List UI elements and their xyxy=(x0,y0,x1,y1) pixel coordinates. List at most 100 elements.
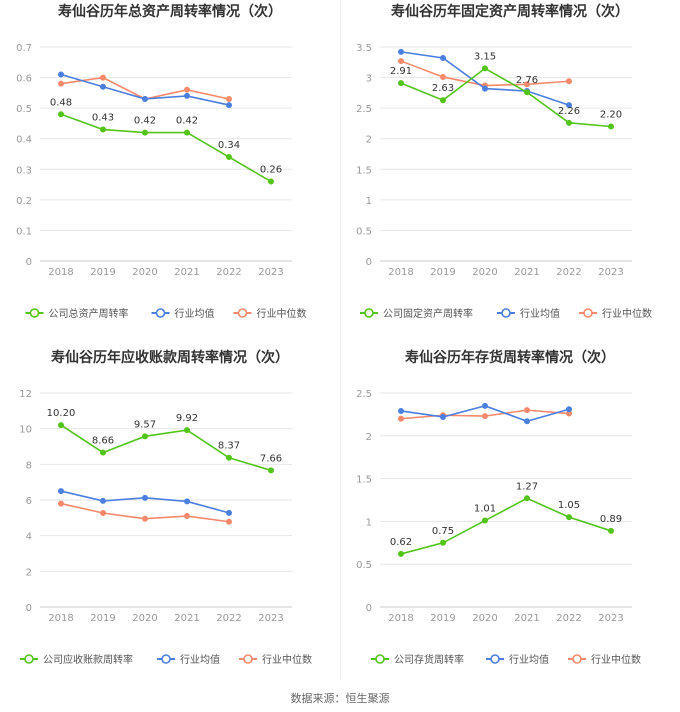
legend-label: 行业中位数 xyxy=(257,307,307,320)
y-tick-label: 0.2 xyxy=(16,196,32,207)
y-tick-label: 1.5 xyxy=(356,165,372,176)
chart-title: 寿仙谷历年应收账款周转率情况（次） xyxy=(51,349,289,366)
data-point-avg xyxy=(58,488,64,495)
x-tick-label: 2018 xyxy=(388,613,413,624)
series-line-company xyxy=(400,67,612,128)
y-tick-label: 12 xyxy=(19,389,32,400)
data-point-avg xyxy=(142,494,148,501)
y-tick-label: 0.7 xyxy=(16,43,32,54)
x-tick-label: 2018 xyxy=(48,267,73,278)
chart-total-asset-turnover: 寿仙谷历年总资产周转率情况（次） 0 0.1 0.2 0.3 0.4 0.5 0.6 0.7 20… xyxy=(16,3,307,320)
data-point-avg xyxy=(184,92,190,99)
data-point-company xyxy=(398,550,404,557)
chart-inventory-turnover: 寿仙谷历年存货周转率情况（次） 0 0.5 1 1.5 2 2.5 2018 2019 2020 2… xyxy=(356,349,641,666)
y-tick-label: 0.4 xyxy=(16,135,32,146)
data-point-avg xyxy=(566,102,572,109)
data-label: 3.15 xyxy=(474,51,496,62)
data-label: 2.26 xyxy=(558,106,580,117)
data-point-median xyxy=(398,415,404,422)
y-tick-label: 0.6 xyxy=(16,74,32,85)
y-tick-label: 1 xyxy=(366,196,372,207)
data-point-median xyxy=(566,78,572,85)
y-tick-label: 0 xyxy=(366,257,372,268)
legend-swatch-marker xyxy=(24,654,34,664)
data-label: 2.91 xyxy=(390,66,412,77)
data-label: 2.20 xyxy=(600,109,622,120)
data-label: 0.26 xyxy=(260,165,282,176)
legend-swatch-marker xyxy=(375,654,385,664)
data-point-company xyxy=(226,154,232,161)
y-tick-label: 3.5 xyxy=(356,43,372,54)
data-label: 0.62 xyxy=(390,537,412,548)
chart-title: 寿仙谷历年总资产周转率情况（次） xyxy=(58,3,282,20)
legend-swatch-marker xyxy=(572,654,582,664)
y-tick-label: 10 xyxy=(19,425,32,436)
data-point-avg xyxy=(482,85,488,92)
data-label: 0.43 xyxy=(92,113,114,124)
y-tick-label: 8 xyxy=(26,460,32,471)
data-point-avg xyxy=(226,509,232,516)
data-point-median xyxy=(398,58,404,65)
data-label: 0.34 xyxy=(218,140,240,151)
data-label: 9.92 xyxy=(176,413,198,424)
legend-item-median: 行业中位数 xyxy=(579,307,652,320)
data-point-avg xyxy=(524,418,530,425)
x-tick-label: 2023 xyxy=(598,613,623,624)
data-label: 0.42 xyxy=(176,116,198,127)
legend-item-avg: 行业均值 xyxy=(497,307,560,320)
data-point-median xyxy=(58,500,64,507)
legend-label: 行业均值 xyxy=(509,653,549,666)
series-line-median xyxy=(400,60,570,87)
data-label: 0.75 xyxy=(432,526,454,537)
legend-swatch-marker xyxy=(161,654,171,664)
x-tick-label: 2020 xyxy=(472,267,497,278)
legend-item-median: 行业中位数 xyxy=(239,653,312,666)
series-line-median xyxy=(60,76,230,100)
data-point-avg xyxy=(58,71,64,78)
data-point-avg xyxy=(142,95,148,102)
y-tick-label: 0 xyxy=(26,603,32,614)
series-line-company xyxy=(400,497,612,555)
data-point-median xyxy=(226,95,232,102)
legend-label: 行业均值 xyxy=(175,307,215,320)
data-label: 1.27 xyxy=(516,481,538,492)
data-point-company xyxy=(566,119,572,126)
x-tick-label: 2022 xyxy=(216,267,241,278)
x-tick-label: 2022 xyxy=(556,267,581,278)
data-label: 10.20 xyxy=(47,408,76,419)
y-tick-label: 6 xyxy=(26,496,32,507)
x-tick-label: 2020 xyxy=(472,613,497,624)
legend-item-avg: 行业均值 xyxy=(486,653,549,666)
legend-label: 公司存货周转率 xyxy=(394,653,464,666)
data-label: 1.05 xyxy=(558,500,580,511)
x-tick-label: 2023 xyxy=(258,267,283,278)
legend-item-median: 行业中位数 xyxy=(233,307,307,320)
chart-panel-fixed-asset-turnover: 寿仙谷历年固定资产周转率情况（次） 0 0.5 1 1.5 2 2.5 3 3.5 2018 201… xyxy=(340,0,680,346)
x-tick-label: 2020 xyxy=(132,267,157,278)
data-label: 2.76 xyxy=(516,75,538,86)
legend-item-company: 公司总资产周转率 xyxy=(25,307,129,320)
data-point-company xyxy=(440,539,446,546)
data-point-company xyxy=(524,89,530,96)
legend-item-avg: 行业均值 xyxy=(151,307,215,320)
legend-swatch-marker xyxy=(243,654,253,664)
data-point-company xyxy=(608,123,614,130)
chart-title: 寿仙谷历年固定资产周转率情况（次） xyxy=(391,3,629,20)
data-point-avg xyxy=(440,413,446,420)
y-tick-label: 0.1 xyxy=(16,226,32,237)
data-label: 9.57 xyxy=(134,419,156,430)
data-point-avg xyxy=(184,498,190,505)
data-label: 0.42 xyxy=(134,116,156,127)
data-point-avg xyxy=(398,407,404,414)
chart-receivables-turnover: 寿仙谷历年应收账款周转率情况（次） 0 2 4 6 8 10 12 2018 2019 2020 20… xyxy=(19,349,312,666)
data-point-company xyxy=(184,427,190,434)
data-label: 7.66 xyxy=(260,453,282,464)
data-point-company xyxy=(608,527,614,534)
data-source-note: 数据来源：恒生聚源 xyxy=(290,692,390,705)
data-point-median xyxy=(100,74,106,81)
x-tick-label: 2021 xyxy=(514,267,539,278)
data-point-company xyxy=(566,514,572,521)
data-point-company xyxy=(524,495,530,502)
x-tick-label: 2020 xyxy=(132,613,157,624)
legend-label: 行业均值 xyxy=(520,307,560,320)
